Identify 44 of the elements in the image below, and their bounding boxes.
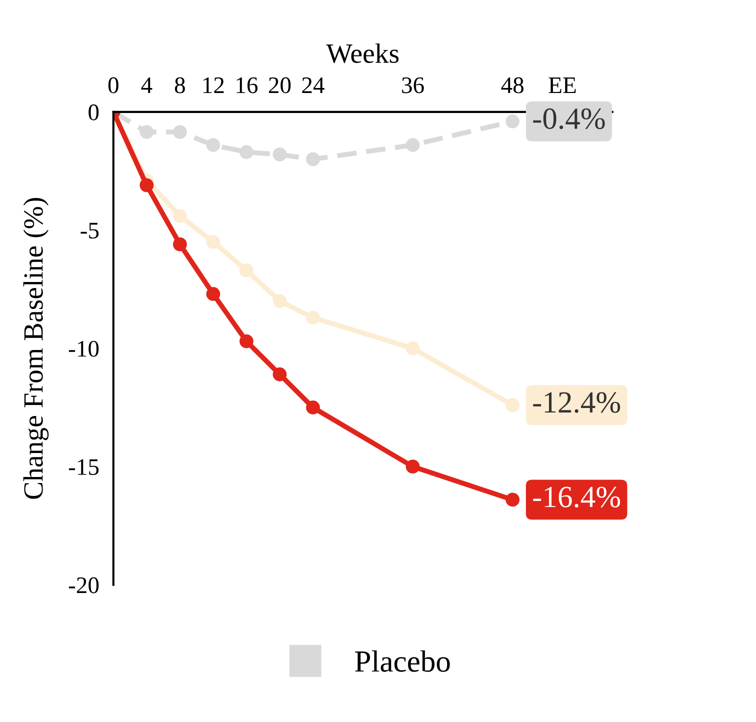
point xyxy=(506,492,520,507)
point xyxy=(240,145,254,160)
point xyxy=(406,138,420,152)
data-label: -0.4% xyxy=(533,108,605,130)
x-axis-title: Weeks xyxy=(326,43,399,64)
x-tick-label: 20 xyxy=(268,77,291,94)
point xyxy=(272,294,287,308)
x-tick-label: 36 xyxy=(402,77,424,94)
point xyxy=(172,125,187,139)
point xyxy=(272,148,287,162)
data-label: -12.4% xyxy=(533,392,620,413)
point xyxy=(206,138,220,152)
x-tick-label: 16 xyxy=(236,77,258,94)
point xyxy=(406,341,420,356)
point xyxy=(206,287,220,301)
point xyxy=(306,152,320,166)
x-tick-label: 8 xyxy=(174,77,185,94)
x-tick-label: EE xyxy=(548,78,576,93)
data-label: -16.4% xyxy=(533,486,620,508)
x-tick-label: 24 xyxy=(302,77,324,93)
point xyxy=(172,209,187,223)
point xyxy=(506,398,520,412)
point xyxy=(240,334,254,348)
point xyxy=(306,310,320,325)
point xyxy=(140,178,154,192)
x-tick-label: 12 xyxy=(203,77,224,93)
point xyxy=(206,235,220,249)
point xyxy=(172,237,187,252)
legend-label: Placebo xyxy=(355,650,450,672)
point xyxy=(240,263,254,278)
x-tick-label: 48 xyxy=(501,77,524,94)
point xyxy=(272,367,287,382)
y-tick-label: -5 xyxy=(80,222,99,239)
point xyxy=(306,400,320,414)
y-tick-label: -10 xyxy=(68,340,99,357)
point xyxy=(506,114,520,128)
point xyxy=(140,125,154,139)
x-tick-label: 0 xyxy=(108,77,118,94)
x-tick-label: 4 xyxy=(141,77,152,93)
y-tick-label: -20 xyxy=(68,577,99,594)
y-tick-label: 0 xyxy=(88,104,99,120)
point xyxy=(406,460,420,474)
y-axis-title: Change From Baseline (%) xyxy=(23,198,49,499)
y-tick-label: -15 xyxy=(68,459,99,476)
